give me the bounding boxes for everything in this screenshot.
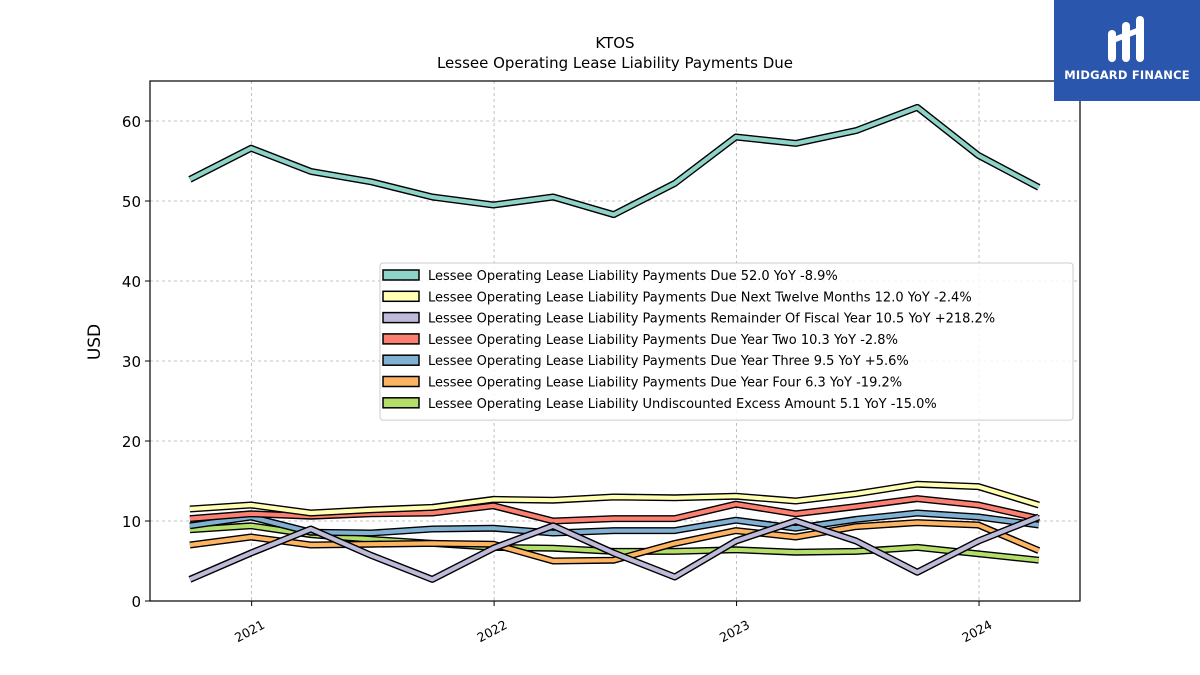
legend: Lessee Operating Lease Liability Payment… xyxy=(379,262,1074,421)
series-lessee-operating-lease-liability-payments-due-next-twelve-months xyxy=(189,480,1040,517)
chart-title: KTOS xyxy=(595,34,634,52)
legend-swatch xyxy=(382,311,420,324)
series-line xyxy=(189,515,1040,582)
y-tick-label: 10 xyxy=(122,513,141,531)
chart-subtitle: Lessee Operating Lease Liability Payment… xyxy=(437,54,793,72)
y-tick-label: 30 xyxy=(122,353,141,371)
legend-swatch xyxy=(382,290,420,303)
series-lessee-operating-lease-liability-payments-due-year-three xyxy=(189,509,1040,537)
brand-name: MIDGARD FINANCE xyxy=(1064,68,1190,82)
y-tick-label: 60 xyxy=(122,113,141,131)
legend-swatch xyxy=(382,397,420,409)
series-outline xyxy=(188,103,1041,219)
series-line xyxy=(189,482,1040,516)
legend-swatch xyxy=(382,269,420,281)
x-tick-label: 2022 xyxy=(474,617,509,645)
series-lessee-operating-lease-liability-payments-due-year-four xyxy=(189,519,1041,565)
legend-swatch xyxy=(382,375,420,388)
brand-logo: MIDGARD FINANCE xyxy=(1054,0,1200,101)
series-line xyxy=(188,105,1040,217)
plot-frame xyxy=(149,80,1081,602)
logo-mark-icon xyxy=(1108,16,1144,62)
y-tick-label: 40 xyxy=(122,273,141,291)
y-tick-label: 20 xyxy=(122,433,141,451)
series-line xyxy=(189,510,1040,536)
legend-box xyxy=(379,262,1074,421)
y-tick-label: 50 xyxy=(122,193,141,211)
legend-swatch xyxy=(382,333,420,345)
legend-label: Lessee Operating Lease Liability Payment… xyxy=(428,312,995,327)
x-tick-label: 2024 xyxy=(959,617,994,645)
series-lessee-operating-lease-liability-payments-due xyxy=(188,103,1041,219)
series-line xyxy=(189,520,1040,564)
legend-label: Lessee Operating Lease Liability Undisco… xyxy=(428,397,937,412)
legend-label: Lessee Operating Lease Liability Payment… xyxy=(428,354,909,369)
legend-label: Lessee Operating Lease Liability Payment… xyxy=(428,333,898,348)
x-tick-label: 2021 xyxy=(232,617,267,645)
x-tick-label: 2023 xyxy=(717,617,752,645)
legend-label: Lessee Operating Lease Liability Payment… xyxy=(428,269,838,284)
y-axis-label: USD xyxy=(85,324,105,360)
legend-swatch xyxy=(382,354,420,366)
legend-label: Lessee Operating Lease Liability Payment… xyxy=(428,290,972,305)
series-layer xyxy=(188,103,1041,583)
y-tick-label: 0 xyxy=(131,593,141,611)
series-lessee-operating-lease-liability-payments-remainder-of-fiscal-year xyxy=(188,513,1041,583)
legend-label: Lessee Operating Lease Liability Payment… xyxy=(428,376,902,391)
